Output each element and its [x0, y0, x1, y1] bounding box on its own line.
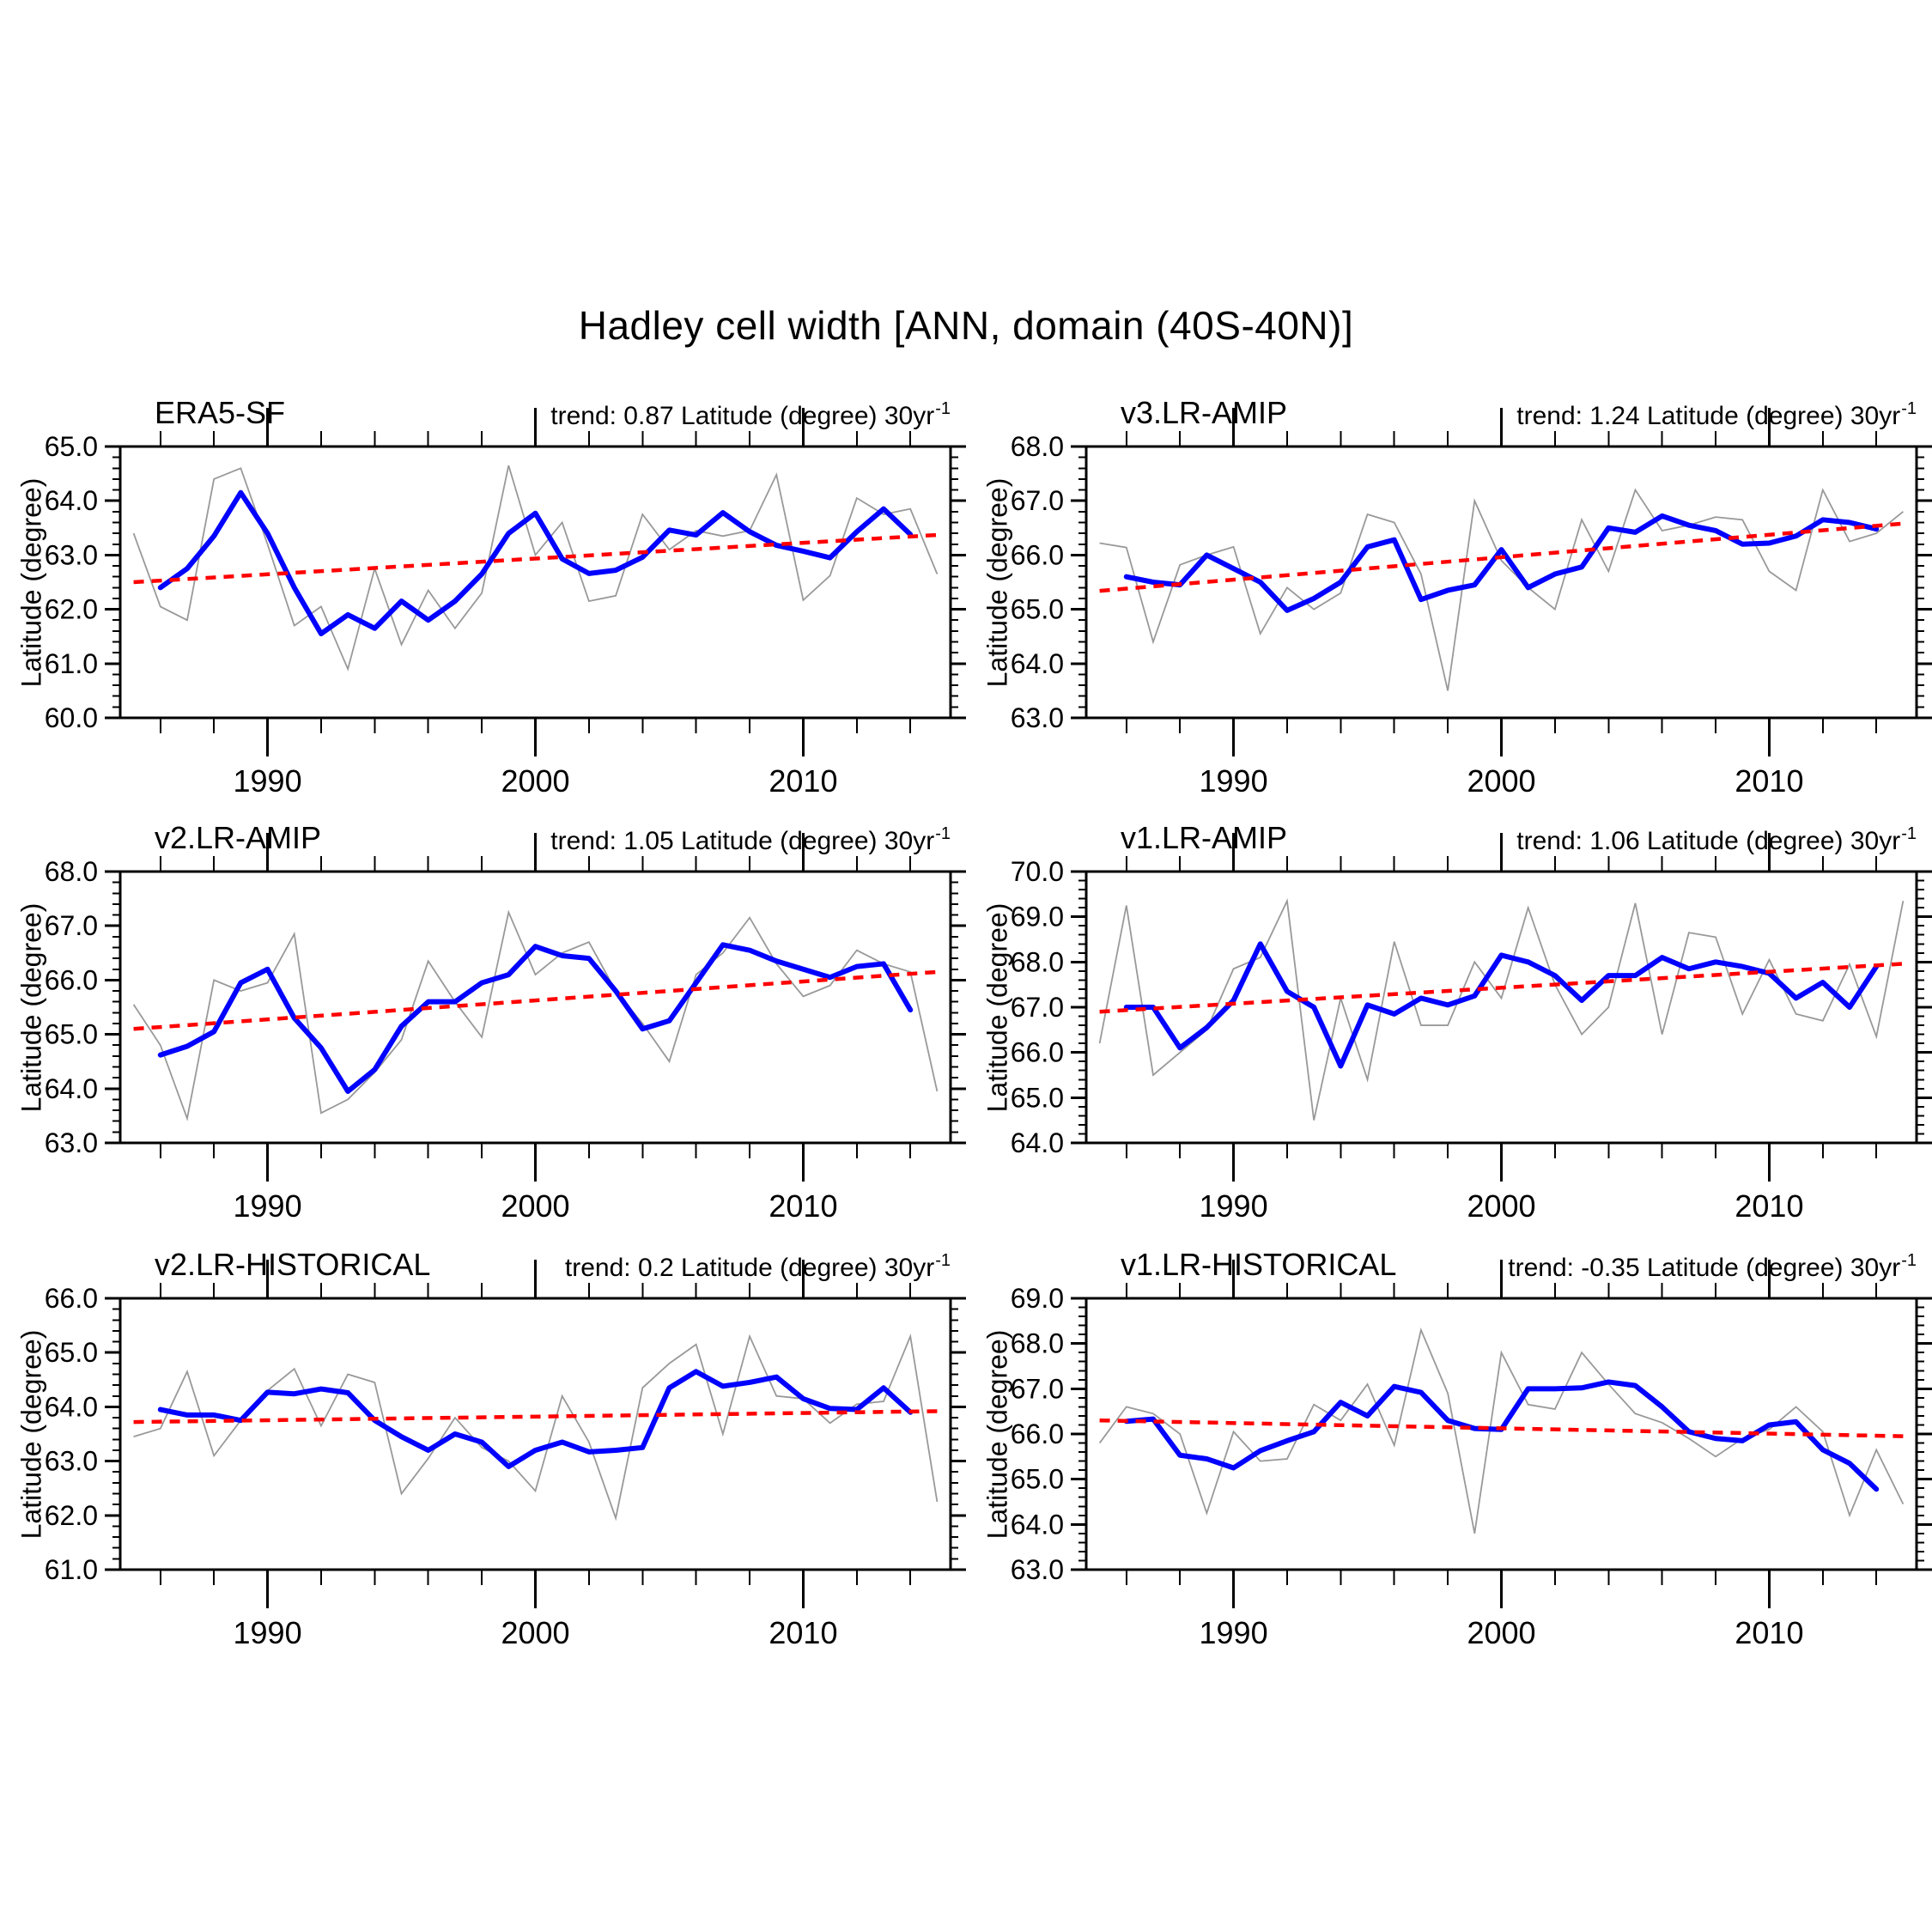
panel-model-name: v2.LR-HISTORICAL [155, 1247, 431, 1282]
trend-text: trend: 1.05 Latitude (degree) 30yr [550, 827, 935, 855]
svg-text:2010: 2010 [769, 1188, 837, 1219]
svg-text:68.0: 68.0 [1011, 946, 1064, 977]
svg-text:1990: 1990 [1200, 1188, 1268, 1219]
trend-text: trend: 0.87 Latitude (degree) 30yr [550, 402, 935, 430]
panel-v1-lr-amip: v1.LR-AMIP trend: 1.06 Latitude (degree)… [966, 794, 1932, 1219]
panel-header: v2.LR-HISTORICAL trend: 0.2 Latitude (de… [120, 1233, 951, 1283]
panel-model-name: v3.LR-AMIP [1121, 395, 1288, 430]
svg-text:63.0: 63.0 [1011, 1554, 1064, 1585]
panel-model-name: v1.LR-AMIP [1121, 820, 1288, 855]
svg-text:70.0: 70.0 [1011, 856, 1064, 887]
svg-text:66.0: 66.0 [45, 964, 98, 995]
trend-exponent: -1 [935, 1251, 951, 1270]
panel-header: v2.LR-AMIP trend: 1.05 Latitude (degree)… [120, 806, 951, 856]
trend-exponent: -1 [1901, 1251, 1917, 1270]
svg-text:64.0: 64.0 [45, 485, 98, 516]
svg-text:63.0: 63.0 [45, 1127, 98, 1158]
svg-text:65.0: 65.0 [45, 431, 98, 462]
svg-text:69.0: 69.0 [1011, 1283, 1064, 1314]
svg-text:67.0: 67.0 [1011, 485, 1064, 516]
svg-text:61.0: 61.0 [45, 648, 98, 679]
svg-text:2000: 2000 [1467, 763, 1535, 794]
plot-v2-lr-historical: 61.0 62.0 63.0 64.0 65.0 66.0 1990 2000 2010 [45, 1260, 966, 1646]
svg-text:68.0: 68.0 [1011, 431, 1064, 462]
trend-exponent: -1 [1901, 824, 1917, 843]
svg-text:2010: 2010 [769, 763, 837, 794]
svg-text:2010: 2010 [1735, 763, 1803, 794]
svg-text:67.0: 67.0 [1011, 1373, 1064, 1404]
svg-text:68.0: 68.0 [1011, 1328, 1064, 1359]
plot-era5-sf: 60.0 61.0 62.0 63.0 64.0 65.0 1990 2000 2010 [45, 408, 966, 794]
svg-text:2010: 2010 [1735, 1615, 1803, 1646]
panel-header: v1.LR-AMIP trend: 1.06 Latitude (degree)… [1086, 806, 1917, 856]
svg-text:63.0: 63.0 [45, 539, 98, 570]
trend-text: trend: 0.2 Latitude (degree) 30yr [564, 1254, 935, 1282]
plot-v1-lr-historical: 63.0 64.0 65.0 66.0 67.0 68.0 69.0 1990 2000 2010 [1011, 1260, 1932, 1646]
svg-text:66.0: 66.0 [1011, 539, 1064, 570]
svg-text:2000: 2000 [501, 1188, 569, 1219]
svg-text:2000: 2000 [501, 1615, 569, 1646]
trend-text: trend: 1.24 Latitude (degree) 30yr [1516, 402, 1901, 430]
svg-text:64.0: 64.0 [45, 1391, 98, 1422]
panel-model-name: v2.LR-AMIP [155, 820, 322, 855]
svg-text:1990: 1990 [234, 1615, 302, 1646]
panel-trend-label: trend: 1.24 Latitude (degree) 30yr-1 [1516, 399, 1917, 431]
trend-exponent: -1 [1901, 399, 1917, 418]
svg-text:1990: 1990 [234, 763, 302, 794]
svg-text:2000: 2000 [501, 763, 569, 794]
panel-trend-label: trend: 1.05 Latitude (degree) 30yr-1 [550, 824, 951, 856]
plot-v2-lr-amip: 63.0 64.0 65.0 66.0 67.0 68.0 1990 2000 2010 [45, 833, 966, 1219]
svg-text:61.0: 61.0 [45, 1554, 98, 1585]
svg-text:65.0: 65.0 [1011, 1464, 1064, 1495]
svg-text:65.0: 65.0 [45, 1337, 98, 1368]
svg-text:67.0: 67.0 [45, 910, 98, 941]
svg-text:2000: 2000 [1467, 1188, 1535, 1219]
svg-text:62.0: 62.0 [45, 594, 98, 625]
panel-trend-label: trend: -0.35 Latitude (degree) 30yr-1 [1508, 1251, 1917, 1283]
svg-text:67.0: 67.0 [1011, 992, 1064, 1023]
svg-text:1990: 1990 [234, 1188, 302, 1219]
panel-model-name: v1.LR-HISTORICAL [1121, 1247, 1397, 1282]
svg-text:1990: 1990 [1200, 763, 1268, 794]
svg-text:2010: 2010 [1735, 1188, 1803, 1219]
svg-text:65.0: 65.0 [45, 1019, 98, 1050]
svg-text:1990: 1990 [1200, 1615, 1268, 1646]
svg-text:66.0: 66.0 [1011, 1419, 1064, 1449]
svg-text:68.0: 68.0 [45, 856, 98, 887]
svg-text:66.0: 66.0 [1011, 1037, 1064, 1068]
panel-v3-lr-amip: v3.LR-AMIP trend: 1.24 Latitude (degree)… [966, 369, 1932, 794]
panel-header: v1.LR-HISTORICAL trend: -0.35 Latitude (… [1086, 1233, 1917, 1283]
figure-title: Hadley cell width [ANN, domain (40S-40N)… [578, 303, 1354, 348]
svg-text:2010: 2010 [769, 1615, 837, 1646]
trend-exponent: -1 [935, 824, 951, 843]
svg-text:69.0: 69.0 [1011, 902, 1064, 933]
panel-trend-label: trend: 1.06 Latitude (degree) 30yr-1 [1516, 824, 1917, 856]
panel-v2-lr-historical: v2.LR-HISTORICAL trend: 0.2 Latitude (de… [0, 1221, 966, 1646]
trend-exponent: -1 [935, 399, 951, 418]
svg-text:65.0: 65.0 [1011, 594, 1064, 625]
panel-v2-lr-amip: v2.LR-AMIP trend: 1.05 Latitude (degree)… [0, 794, 966, 1219]
panel-era5-sf: ERA5-SF trend: 0.87 Latitude (degree) 30… [0, 369, 966, 794]
svg-text:2000: 2000 [1467, 1615, 1535, 1646]
svg-text:64.0: 64.0 [45, 1073, 98, 1104]
svg-text:64.0: 64.0 [1011, 648, 1064, 679]
panel-model-name: ERA5-SF [155, 395, 286, 430]
svg-text:64.0: 64.0 [1011, 1127, 1064, 1158]
svg-text:63.0: 63.0 [1011, 702, 1064, 733]
svg-text:66.0: 66.0 [45, 1283, 98, 1314]
svg-text:64.0: 64.0 [1011, 1509, 1064, 1540]
plot-v1-lr-amip: 64.0 65.0 66.0 67.0 68.0 69.0 70.0 1990 2000 2010 [1011, 833, 1932, 1219]
svg-text:60.0: 60.0 [45, 702, 98, 733]
plot-v3-lr-amip: 63.0 64.0 65.0 66.0 67.0 68.0 1990 2000 2010 [1011, 408, 1932, 794]
panel-v1-lr-historical: v1.LR-HISTORICAL trend: -0.35 Latitude (… [966, 1221, 1932, 1646]
panel-trend-label: trend: 0.87 Latitude (degree) 30yr-1 [550, 399, 951, 431]
svg-text:65.0: 65.0 [1011, 1082, 1064, 1113]
panel-header: v3.LR-AMIP trend: 1.24 Latitude (degree)… [1086, 381, 1917, 431]
panel-header: ERA5-SF trend: 0.87 Latitude (degree) 30… [120, 381, 951, 431]
svg-text:62.0: 62.0 [45, 1500, 98, 1531]
trend-text: trend: 1.06 Latitude (degree) 30yr [1516, 827, 1901, 855]
trend-text: trend: -0.35 Latitude (degree) 30yr [1508, 1254, 1901, 1282]
svg-text:63.0: 63.0 [45, 1446, 98, 1477]
panel-trend-label: trend: 0.2 Latitude (degree) 30yr-1 [565, 1251, 951, 1283]
